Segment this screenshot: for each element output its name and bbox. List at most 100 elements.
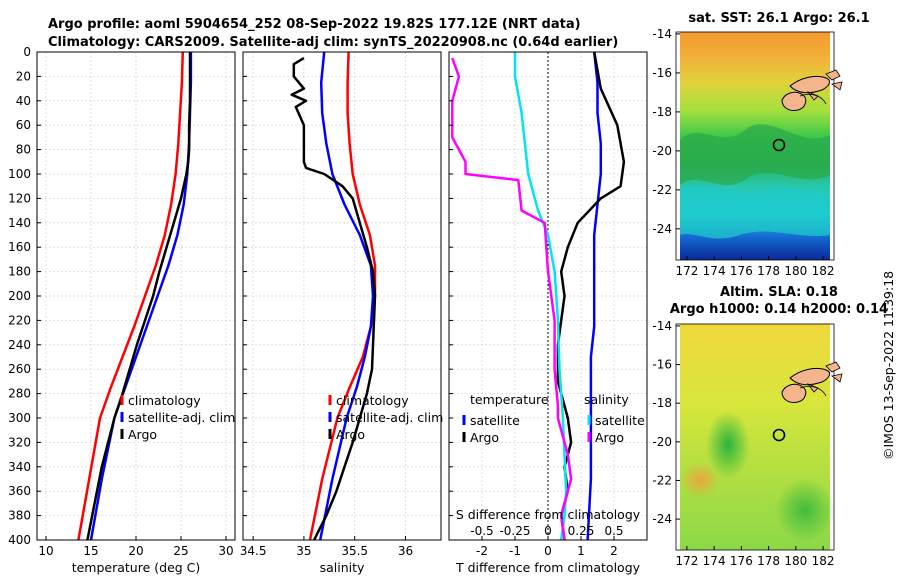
x-tick-label: 35.5 [341,544,368,558]
x-tick-label: 35 [296,544,311,558]
sla-map-panel: Altim. SLA: 0.18 Argo h1000: 0.14 h2000:… [652,285,888,568]
sst-float-marker [772,138,786,152]
map-y-tick-label: -24 [652,512,672,526]
map-y-tick-label: -22 [652,473,672,487]
x-tick-label: -2 [476,544,488,558]
difference-profile-plot: -2 -1 0 1 2 T difference from climatology temp… [448,51,648,575]
imos-timestamp-label: ©IMOS 13-Sep-2022 11:39:18 [881,271,896,460]
y-tick-label: 240 [8,338,31,352]
sla-low-anomaly [706,411,750,479]
series-t-satellite [586,51,603,541]
y-tick-label: 380 [8,509,31,523]
y-tick-label: 80 [16,143,31,157]
legend-entry: Argo [336,427,365,442]
y-tick-label: 200 [8,289,31,303]
map-x-tick-label: 172 [675,264,698,278]
sst-green-band [680,124,830,185]
map-x-tick-label: 178 [757,554,780,568]
y-tick-label: 120 [8,191,31,205]
map-x-tick-label: 174 [703,264,726,278]
series-s-argo [451,57,573,541]
y-tick-label: 300 [8,411,31,425]
map-x-tick-label: 172 [675,554,698,568]
map-y-tick-label: -14 [652,319,672,333]
y-tick-label: 400 [8,533,31,547]
y-tick-label: 180 [8,265,31,279]
x2-tick-label: 0.5 [604,524,623,538]
map-x-tick-label: 174 [703,554,726,568]
y-tick-label: 340 [8,460,31,474]
sst-map-frame [675,31,835,261]
y-tick-label: 220 [8,313,31,327]
x-tick-label: 20 [128,544,143,558]
legend-entry: Argo [128,427,157,442]
x-tick-label: 25 [173,544,188,558]
x-tick-label: 30 [218,544,233,558]
legend-entry: satellite-adj. clim [336,410,443,425]
x-tick-label: 34.5 [240,544,267,558]
map-x-tick-label: 180 [784,554,807,568]
map-y-tick-label: -18 [652,396,672,410]
x-tick-label: 2 [610,544,618,558]
map-y-tick-label: -24 [652,222,672,236]
sla-map-frame [675,323,835,551]
legend-entry: climatology [336,393,409,408]
series-argo [86,52,192,541]
x-tick-label: 15 [83,544,98,558]
y-tick-label: 60 [16,118,31,132]
y-tick-label: 160 [8,240,31,254]
map-x-tick-label: 176 [730,554,753,568]
map-x-tick-label: 182 [812,264,835,278]
legend-entry: Argo [595,430,624,445]
sla-map-title-line2: Argo h1000: 0.14 h2000: 0.14 [670,302,888,317]
y-tick-label: 20 [16,69,31,83]
sla-high-anomaly [680,462,720,498]
y-tick-label: 0 [23,45,31,59]
legend-entry: satellite [470,413,520,428]
legend-entry: Argo [470,430,499,445]
legend-entry: climatology [128,393,201,408]
map-y-tick-label: -20 [652,144,672,158]
sst-map-panel: sat. SST: 26.1 Argo: 26.1 172 174 176 178 18… [652,11,869,278]
legend-temperature-title: temperature [470,392,549,407]
legend-entry: satellite-adj. clim [128,410,235,425]
y-tick-label: 280 [8,387,31,401]
sla-map-title-line1: Altim. SLA: 0.18 [720,285,838,300]
x-tick-label: 0 [544,544,552,558]
map-x-tick-label: 182 [812,554,835,568]
salinity-profile-plot: 34.5 35 35.5 36 salinity climatology satellite… [240,51,443,575]
map-x-tick-label: 178 [757,264,780,278]
legend-salinity-title: salinity [584,392,629,407]
x2-tick-label: -0.25 [499,524,530,538]
map-y-tick-label: -22 [652,183,672,197]
map-x-tick-label: 180 [784,264,807,278]
figure-title-line1: Argo profile: aoml 5904654_252 08-Sep-20… [48,17,581,32]
y-tick-label: 360 [8,484,31,498]
x-axis-label: T difference from climatology [455,560,641,575]
x-tick-label: 10 [38,544,53,558]
temperature-profile-plot: 10 15 20 25 30 temperature (deg C) 0 20 40 60 80 10… [8,45,236,575]
x2-tick-label: -0.5 [470,524,493,538]
x-axis-label: temperature (deg C) [72,560,201,575]
x2-tick-label: 0.25 [568,524,595,538]
map-y-tick-label: -14 [652,27,672,41]
y-tick-label: 260 [8,362,31,376]
fiji-islands-2 [781,361,843,403]
map-y-tick-label: -20 [652,435,672,449]
x-tick-label: -1 [509,544,521,558]
map-y-tick-label: -18 [652,105,672,119]
y-tick-label: 140 [8,216,31,230]
y-tick-label: 320 [8,435,31,449]
map-x-tick-label: 176 [730,264,753,278]
sla-float-marker [772,428,786,442]
series-argo [290,57,377,541]
x-tick-label: 36 [398,544,413,558]
x-tick-label: 1 [577,544,585,558]
sst-map-title: sat. SST: 26.1 Argo: 26.1 [688,11,869,26]
y-tick-label: 100 [8,167,31,181]
x2-tick-label: 0 [544,524,552,538]
series-s-satellite [513,52,568,541]
fiji-islands [781,69,843,111]
series-climatology [77,51,185,541]
